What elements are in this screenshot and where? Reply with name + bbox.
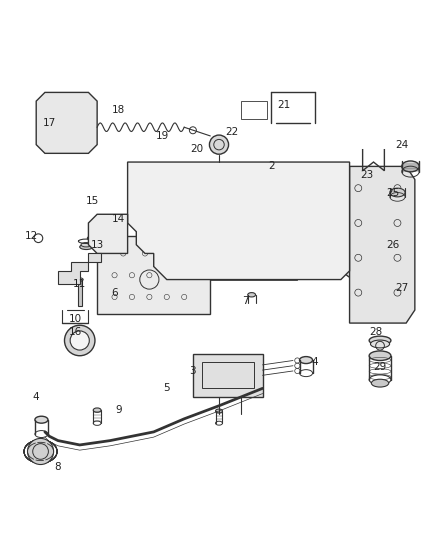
- Bar: [45, 101, 88, 140]
- Text: 12: 12: [25, 231, 39, 241]
- Circle shape: [64, 325, 95, 356]
- Text: 18: 18: [112, 105, 126, 115]
- Ellipse shape: [76, 278, 83, 281]
- Polygon shape: [36, 92, 97, 154]
- Text: 3: 3: [190, 366, 196, 376]
- Text: 23: 23: [360, 170, 374, 180]
- Text: 11: 11: [73, 279, 86, 289]
- Polygon shape: [88, 214, 127, 254]
- Text: 5: 5: [163, 383, 170, 393]
- Text: 8: 8: [55, 462, 61, 472]
- Circle shape: [209, 135, 229, 154]
- Bar: [145, 228, 297, 279]
- Bar: [241, 101, 267, 118]
- Text: 27: 27: [395, 283, 408, 293]
- Text: 17: 17: [42, 118, 56, 128]
- Polygon shape: [350, 166, 415, 323]
- Text: 25: 25: [386, 188, 400, 198]
- Text: 10: 10: [69, 314, 82, 324]
- Ellipse shape: [390, 188, 405, 197]
- Text: 6: 6: [111, 288, 118, 297]
- Ellipse shape: [369, 336, 391, 345]
- Ellipse shape: [215, 409, 223, 413]
- Text: 9: 9: [116, 405, 122, 415]
- Text: 29: 29: [374, 361, 387, 372]
- Text: 7: 7: [242, 296, 248, 306]
- Text: 16: 16: [69, 327, 82, 337]
- Ellipse shape: [35, 416, 48, 423]
- Bar: [193, 353, 262, 397]
- Polygon shape: [127, 162, 350, 279]
- Text: 24: 24: [395, 140, 408, 150]
- Text: 21: 21: [278, 100, 291, 110]
- Ellipse shape: [300, 357, 313, 364]
- Text: 22: 22: [226, 126, 239, 136]
- Circle shape: [332, 206, 410, 284]
- Ellipse shape: [248, 293, 255, 297]
- Ellipse shape: [369, 351, 391, 360]
- Polygon shape: [58, 254, 102, 284]
- Ellipse shape: [371, 379, 389, 387]
- Text: 15: 15: [86, 196, 99, 206]
- Ellipse shape: [81, 243, 92, 247]
- Text: 4: 4: [311, 357, 318, 367]
- Text: 14: 14: [112, 214, 126, 224]
- Bar: [97, 236, 210, 314]
- Text: 4: 4: [33, 392, 39, 402]
- Text: 20: 20: [191, 144, 204, 154]
- Text: 13: 13: [91, 240, 104, 250]
- Ellipse shape: [93, 408, 101, 413]
- Bar: [201, 362, 254, 389]
- Ellipse shape: [80, 244, 93, 249]
- Text: 19: 19: [156, 131, 169, 141]
- Text: 26: 26: [386, 240, 400, 250]
- Ellipse shape: [371, 340, 390, 348]
- Circle shape: [28, 439, 53, 465]
- Text: 2: 2: [268, 161, 275, 172]
- Ellipse shape: [402, 161, 419, 172]
- Circle shape: [70, 331, 89, 350]
- Text: 28: 28: [369, 327, 382, 337]
- Bar: [78, 279, 82, 305]
